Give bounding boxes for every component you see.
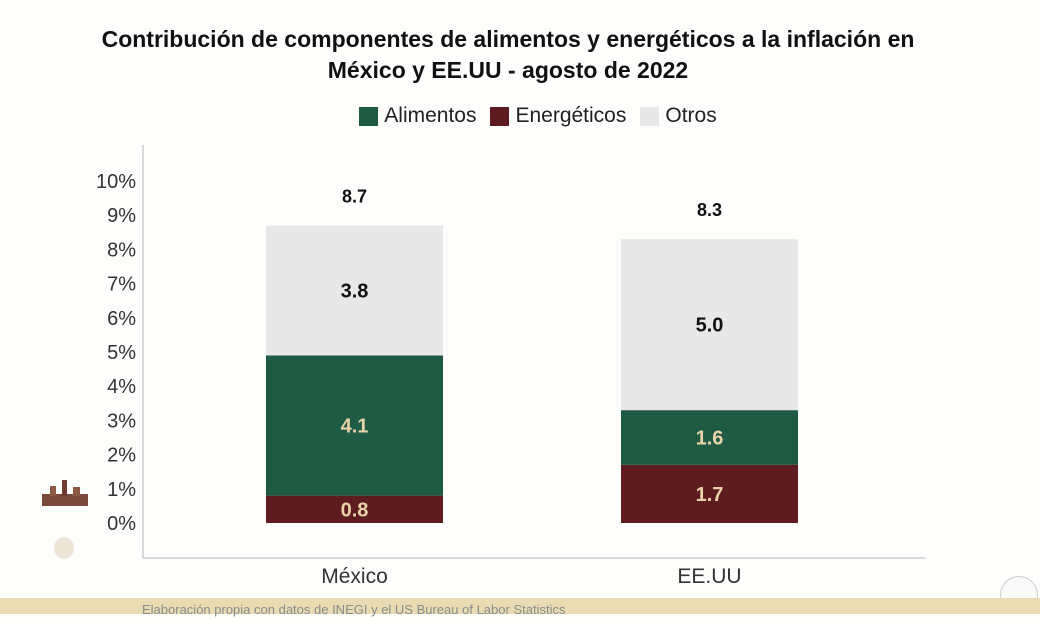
bar-segment-energéticos [621, 464, 798, 523]
legend-item: Energéticos [490, 104, 626, 128]
bar-segment-otros [621, 239, 798, 411]
legend-label: Otros [665, 104, 717, 127]
y-tick-label: 0% [107, 513, 136, 535]
x-category-label: México [321, 565, 388, 588]
data-label: 5.0 [696, 315, 724, 337]
government-logo-icon [40, 478, 90, 508]
y-tick-label: 6% [107, 308, 136, 330]
legend: Alimentos Energéticos Otros [0, 104, 1040, 128]
bar-segment-otros [266, 225, 443, 356]
legend-item: Alimentos [359, 104, 476, 128]
bar-segment-alimentos [621, 410, 798, 465]
legend-swatch [359, 106, 379, 126]
y-tick-label: 1% [107, 479, 136, 501]
data-label: 3.8 [341, 280, 369, 302]
bar-segment-alimentos [266, 355, 443, 496]
data-label: 1.6 [696, 428, 724, 450]
seal-icon [54, 537, 74, 559]
legend-swatch [490, 106, 510, 126]
title-line-2: México y EE.UU - agosto de 2022 [327, 57, 689, 83]
footer-band [0, 598, 1040, 614]
y-tick-label: 2% [107, 445, 136, 467]
legend-label: Energéticos [515, 104, 627, 127]
title-line-1: Contribución de componentes de alimentos… [101, 26, 915, 52]
data-label: 4.1 [341, 416, 369, 438]
chart-title: Contribución de componentes de alimentos… [0, 24, 1016, 86]
x-category-label: EE.UU [677, 565, 741, 588]
y-tick-label: 5% [107, 342, 136, 364]
y-tick-label: 7% [107, 274, 136, 296]
data-label: 0.8 [341, 499, 369, 521]
bar-segment-energéticos [266, 495, 443, 523]
y-tick-label: 8% [107, 239, 136, 261]
legend-item: Otros [640, 104, 717, 128]
source-note: Elaboración propia con datos de INEGI y … [142, 602, 566, 617]
y-tick-label: 9% [107, 205, 136, 227]
y-tick-label: 3% [107, 410, 136, 432]
y-tick-label: 4% [107, 376, 136, 398]
total-label: 8.7 [342, 186, 367, 206]
legend-swatch [640, 106, 660, 126]
y-tick-label: 10% [96, 171, 136, 193]
data-label: 1.7 [696, 484, 724, 506]
total-label: 8.3 [697, 200, 722, 220]
legend-label: Alimentos [384, 104, 477, 127]
